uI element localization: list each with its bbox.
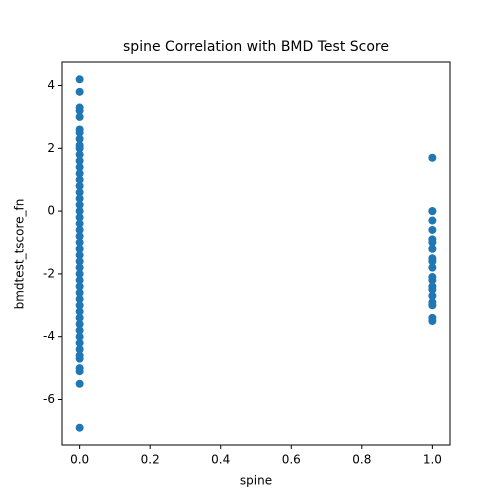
point [75, 213, 84, 222]
point [75, 144, 84, 153]
point [75, 423, 84, 432]
point [75, 112, 84, 121]
point [428, 225, 437, 234]
point [75, 263, 84, 272]
x-tick-label: 0.0 [70, 453, 89, 467]
point [75, 219, 84, 228]
point [75, 134, 84, 143]
point [75, 295, 84, 304]
point [75, 301, 84, 310]
point [75, 194, 84, 203]
point [75, 326, 84, 335]
point [75, 175, 84, 184]
point [428, 301, 437, 310]
point [75, 282, 84, 291]
point [75, 276, 84, 285]
point [75, 320, 84, 329]
point [428, 257, 437, 266]
y-tick-label: 0 [47, 204, 55, 218]
x-tick-label: 0.4 [211, 453, 230, 467]
point [428, 316, 437, 325]
x-axis-label: spine [240, 474, 272, 488]
point [75, 150, 84, 159]
y-tick-label: -6 [43, 392, 55, 406]
point [75, 257, 84, 266]
point [428, 244, 437, 253]
point [75, 269, 84, 278]
point [75, 345, 84, 354]
point [75, 307, 84, 316]
point [75, 354, 84, 363]
x-tick-label: 0.8 [352, 453, 371, 467]
point [75, 238, 84, 247]
point [75, 313, 84, 322]
point [428, 263, 437, 272]
point [428, 207, 437, 216]
point [428, 153, 437, 162]
point [75, 75, 84, 84]
point [75, 379, 84, 388]
point [75, 332, 84, 341]
point [428, 216, 437, 225]
point [428, 285, 437, 294]
x-tick-label: 0.6 [282, 453, 301, 467]
point [75, 207, 84, 216]
plot-frame [61, 61, 451, 446]
point [75, 225, 84, 234]
point [75, 200, 84, 209]
y-axis-label: bmdtest_tscore_fn [13, 199, 27, 310]
point [75, 169, 84, 178]
point [75, 106, 84, 115]
point [75, 232, 84, 241]
y-tick-label: -2 [43, 266, 55, 280]
point [75, 182, 84, 191]
point [75, 244, 84, 253]
y-tick-label: 4 [47, 78, 55, 92]
y-tick-label: 2 [47, 141, 55, 155]
point [428, 291, 437, 300]
point [428, 238, 437, 247]
point [75, 163, 84, 172]
point [75, 251, 84, 260]
point [75, 188, 84, 197]
point [75, 367, 84, 376]
x-tick-label: 1.0 [423, 453, 442, 467]
point [75, 338, 84, 347]
x-tick-label: 0.2 [141, 453, 160, 467]
chart-title: spine Correlation with BMD Test Score [123, 39, 389, 55]
y-tick-label: -4 [43, 329, 55, 343]
point [75, 288, 84, 297]
point [75, 87, 84, 96]
point [75, 128, 84, 137]
point [428, 276, 437, 285]
point [75, 156, 84, 165]
